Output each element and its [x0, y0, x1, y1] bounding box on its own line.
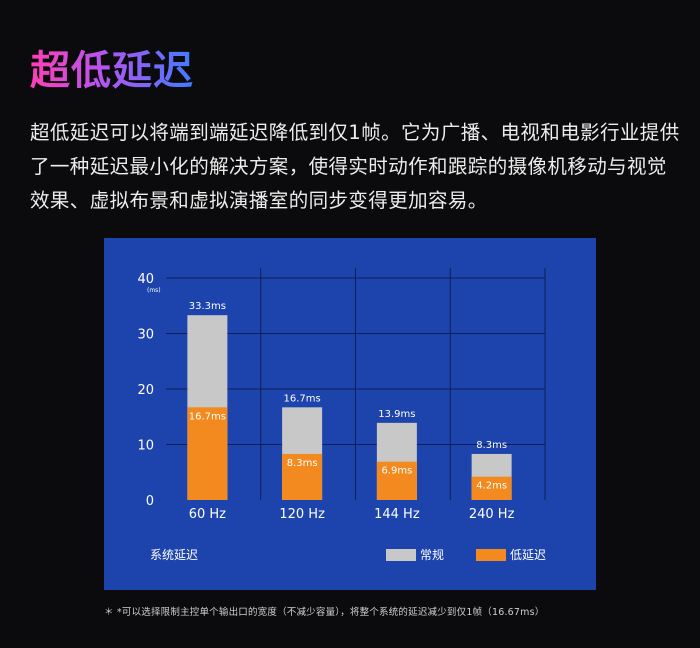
legend-swatch-low — [476, 548, 506, 561]
y-tick-label: 0 — [146, 494, 154, 509]
bar-low-latency — [187, 407, 228, 500]
legend-item-low: 低延迟 — [476, 546, 546, 563]
bar-low-latency — [282, 453, 323, 500]
footnote: ＊ *可以选择限制主控单个输出口的宽度（不减少容量），将整个系统的延迟减少到仅1… — [104, 607, 545, 618]
bar-low-latency — [471, 476, 512, 500]
legend-item-normal: 常规 — [386, 546, 444, 563]
legend-label-normal: 常规 — [420, 548, 445, 562]
data-label-normal: 33.3ms — [189, 301, 226, 312]
data-label-normal: 8.3ms — [476, 440, 507, 451]
data-label-normal: 16.7ms — [284, 393, 321, 404]
x-tick-label: 60 Hz — [189, 507, 226, 522]
legend-label-low: 低延迟 — [510, 548, 547, 562]
data-label-low-latency: 16.7ms — [189, 411, 226, 422]
y-tick-label: 20 — [137, 383, 154, 398]
chart-legend: 系统延迟 常规 低延迟 — [104, 544, 596, 568]
x-tick-label: 144 Hz — [374, 507, 420, 522]
page-description: 超低延迟可以将端到端延迟降低到仅1帧。它为广播、电视和电影行业提供了一种延迟最小… — [30, 121, 680, 212]
data-label-normal: 13.9ms — [378, 409, 415, 420]
latency-chart: 0 10 20 30 40 (ms) 33.3ms 16.7ms 60 Hz 16.7ms 8.3m… — [104, 238, 596, 590]
y-tick-label: 30 — [137, 328, 154, 343]
legend-swatch-normal — [386, 548, 416, 561]
data-label-low-latency: 4.2ms — [476, 481, 507, 492]
y-tick-label: 10 — [137, 439, 154, 454]
data-label-low-latency: 8.3ms — [287, 458, 318, 469]
data-label-low-latency: 6.9ms — [381, 466, 412, 477]
page-title: 超低延迟 — [30, 48, 194, 94]
legend-title: 系统延迟 — [150, 548, 199, 562]
y-unit-label: (ms) — [147, 287, 161, 294]
bar-low-latency — [376, 461, 417, 500]
y-tick-label: 40 — [137, 272, 154, 287]
x-tick-label: 120 Hz — [279, 507, 325, 522]
x-tick-label: 240 Hz — [469, 507, 515, 522]
latency-chart-svg: 0 10 20 30 40(ms) 33.3ms 16.7ms 60 Hz 16.7ms 8.3m… — [137, 268, 546, 522]
